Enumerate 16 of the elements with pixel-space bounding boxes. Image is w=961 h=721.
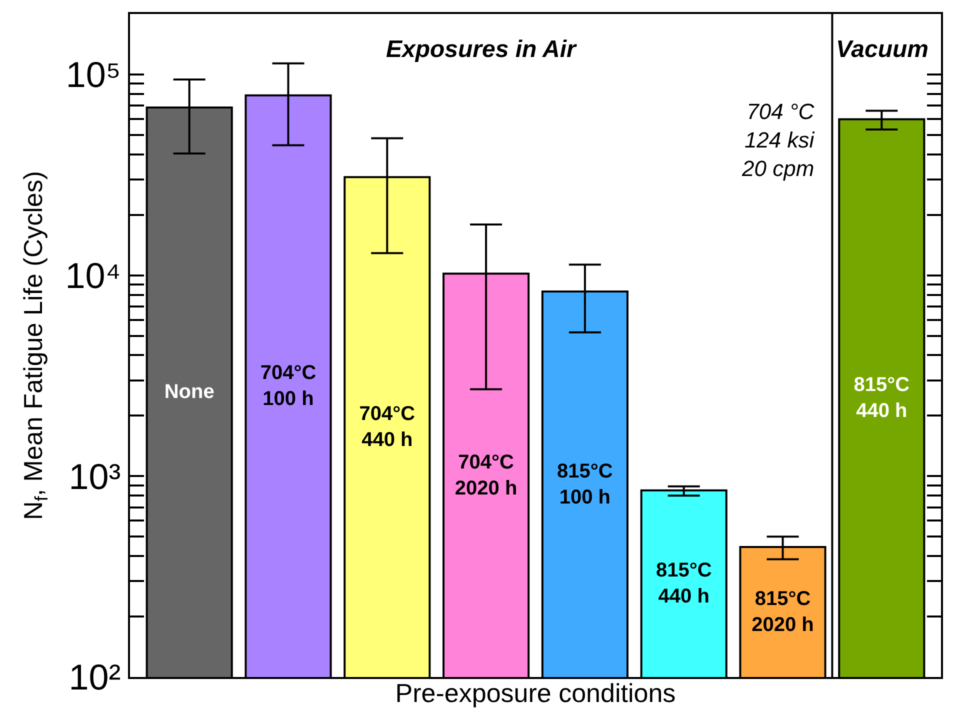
x-tick-label: 815°C 440 h	[854, 374, 910, 422]
annotation: 704 °C 124 ksi 20 cpm	[741, 99, 816, 182]
x-tick-label: 815°C 100 h	[557, 460, 613, 508]
annotation: Vacuum	[836, 36, 928, 63]
x-tick-label: 815°C 440 h	[656, 560, 712, 608]
x-tick-label: 815°C 2020 h	[752, 588, 814, 636]
x-tick-label: 704°C 2020 h	[454, 451, 518, 500]
y-tick-label: 10⁴	[65, 254, 121, 296]
x-tick-label: 704°C 100 h	[260, 362, 316, 410]
y-tick-label: 10²	[68, 656, 121, 698]
x-tick-label: None	[164, 381, 214, 404]
y-tick-label: 10³	[68, 456, 121, 497]
x-tick-label: 704°C 440 h	[359, 403, 416, 452]
annotation: Exposures in Air	[386, 36, 578, 63]
y-tick-label: 10⁵	[66, 54, 121, 96]
x-axis-title: Pre-exposure conditions	[395, 678, 676, 708]
